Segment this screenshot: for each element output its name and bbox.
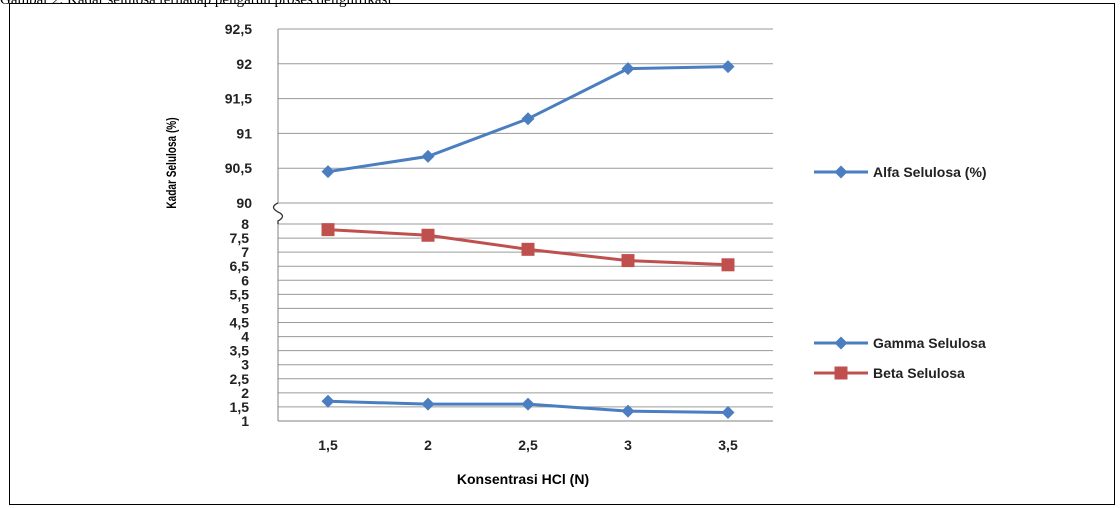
- axes: [272, 29, 773, 422]
- y-tick-label: 5: [241, 300, 249, 316]
- x-tick-label: 1,5: [318, 437, 338, 453]
- tick-labels: 9090,59191,59292,511,522,533,544,555,566…: [225, 21, 738, 453]
- y-tick-label: 7,5: [230, 230, 250, 246]
- y-tick-label: 5,5: [230, 286, 250, 302]
- data-point: [321, 223, 335, 237]
- legend-label: Alfa Selulosa (%): [873, 164, 987, 180]
- y-tick-label: 7: [241, 244, 249, 260]
- series-alfa-selulosa: [321, 60, 735, 179]
- data-point: [521, 242, 535, 256]
- legend-label: Beta Selulosa: [873, 365, 965, 381]
- data-point: [421, 228, 435, 242]
- series-beta-selulosa: [321, 223, 735, 272]
- y-tick-label: 4,5: [230, 315, 250, 331]
- data-point: [621, 62, 635, 76]
- data-point: [621, 254, 635, 268]
- x-axis-title: Konsentrasi HCl (N): [457, 471, 589, 487]
- x-tick-label: 3,5: [718, 437, 738, 453]
- series: [321, 60, 735, 420]
- legend-item: Gamma Selulosa: [814, 335, 986, 351]
- figure-caption: Gambar 2. Kadar selulosa terhadap pengar…: [0, 0, 392, 8]
- y-tick-label: 90,5: [225, 160, 252, 176]
- y-tick-label: 91: [236, 125, 252, 141]
- data-point: [521, 112, 535, 126]
- y-axis-title: Kadar Selulosa (%): [163, 117, 179, 208]
- y-tick-label: 1,5: [230, 399, 250, 415]
- legend-marker: [834, 366, 848, 380]
- y-tick-label: 2: [241, 385, 249, 401]
- y-tick-label: 2,5: [230, 371, 250, 387]
- data-point: [521, 397, 535, 411]
- y-tick-label: 3,5: [230, 343, 250, 359]
- y-tick-label: 6,5: [230, 258, 250, 274]
- data-point: [321, 165, 335, 179]
- x-tick-label: 2: [424, 437, 432, 453]
- y-tick-label: 92,5: [225, 21, 252, 37]
- data-point: [721, 258, 735, 272]
- y-tick-label: 90: [236, 195, 252, 211]
- y-tick-label: 1: [241, 413, 249, 429]
- chart-frame: [9, 3, 1115, 505]
- x-tick-label: 2,5: [518, 437, 538, 453]
- series-gamma-selulosa: [321, 394, 735, 420]
- data-point: [321, 394, 335, 408]
- legend-item: Alfa Selulosa (%): [814, 164, 987, 180]
- data-point: [621, 404, 635, 418]
- legend-marker: [834, 336, 848, 350]
- y-tick-label: 4: [241, 329, 249, 345]
- y-tick-label: 3: [241, 357, 249, 373]
- data-point: [721, 60, 735, 74]
- legend-label: Gamma Selulosa: [873, 335, 986, 351]
- data-point: [721, 406, 735, 420]
- data-point: [421, 397, 435, 411]
- data-point: [421, 149, 435, 163]
- y-tick-label: 92: [236, 56, 252, 72]
- legend: Alfa Selulosa (%) Gamma Selulosa Beta Selu…: [814, 164, 987, 381]
- y-tick-label: 8: [241, 216, 249, 232]
- axis-break-mark: [272, 202, 284, 224]
- grid-lines: [278, 28, 773, 422]
- y-tick-label: 91,5: [225, 91, 252, 107]
- x-tick-label: 3: [624, 437, 632, 453]
- legend-marker: [834, 165, 848, 179]
- y-tick-label: 6: [241, 272, 249, 288]
- legend-item: Beta Selulosa: [814, 365, 965, 381]
